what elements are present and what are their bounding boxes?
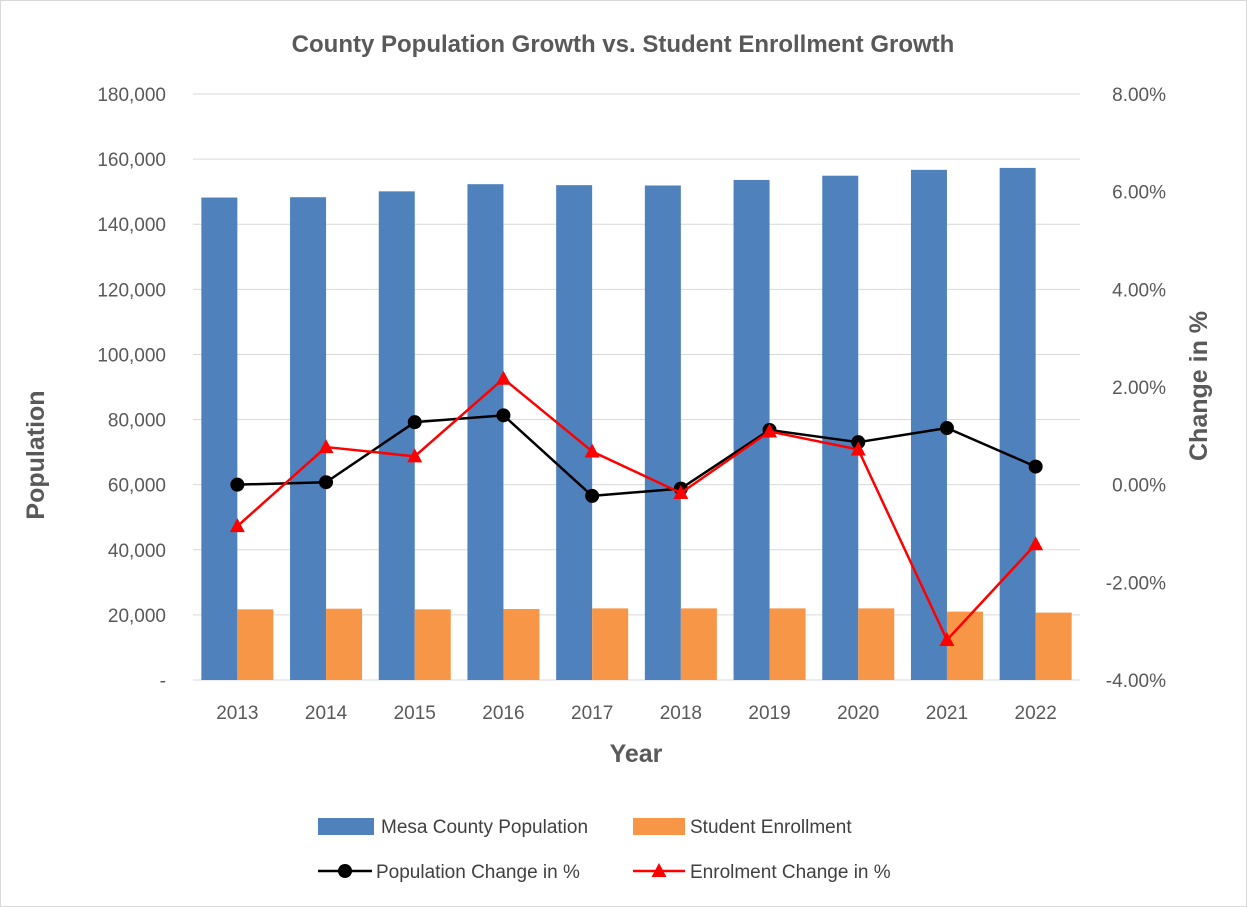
y2-axis-title: Change in %: [1185, 311, 1213, 461]
x-tick-label: 2022: [1015, 703, 1057, 724]
enrollment-bar: [237, 609, 274, 680]
x-tick-label: 2013: [216, 703, 258, 724]
x-axis-title: Year: [610, 740, 663, 768]
y2-axis-ticks: -4.00% -2.00% 0.00% 2.00% 4.00% 6.00% 8.00%: [1106, 85, 1166, 692]
enrollment-bar: [414, 609, 451, 680]
x-tick-label: 2015: [394, 703, 436, 724]
enrollment-bar: [503, 609, 540, 680]
y-tick-label: 40,000: [108, 541, 166, 562]
legend-label-enrollment: Student Enrollment: [690, 817, 852, 838]
population-bar: [290, 197, 327, 680]
y2-tick-label: -4.00%: [1106, 671, 1166, 692]
y-tick-label: 180,000: [97, 85, 166, 106]
lines: [229, 370, 1044, 646]
y2-tick-label: 2.00%: [1112, 378, 1166, 399]
legend-label-enrolment-change: Enrolment Change in %: [690, 862, 891, 883]
x-tick-label: 2021: [926, 703, 968, 724]
y-axis-ticks: - 20,000 40,000 60,000 80,000 100,000 120,000 1…: [97, 85, 166, 692]
legend-label-population: Mesa County Population: [381, 817, 588, 838]
x-tick-label: 2019: [748, 703, 790, 724]
population-change-point: [939, 421, 954, 436]
enrolment-change-point: [673, 484, 689, 499]
population-bar: [999, 167, 1036, 680]
enrolment-change-point: [407, 448, 423, 463]
legend-swatch-enrollment: [633, 818, 685, 835]
y-axis-title: Population: [22, 390, 50, 519]
enrollment-bar: [326, 608, 363, 680]
x-tick-label: 2018: [660, 703, 702, 724]
enrollment-bar: [858, 608, 895, 680]
y2-tick-label: 6.00%: [1112, 183, 1166, 204]
population-bar: [822, 175, 859, 680]
y-tick-label: 160,000: [97, 150, 166, 171]
y2-tick-label: 4.00%: [1112, 280, 1166, 301]
y2-tick-label: 0.00%: [1112, 476, 1166, 497]
enrolment-change-point: [229, 518, 245, 533]
population-change-point: [407, 415, 422, 430]
enrolment-change-point: [584, 443, 600, 458]
population-change-point: [496, 408, 511, 423]
enrolment-change-point: [318, 439, 334, 454]
y2-tick-label: 8.00%: [1112, 85, 1166, 106]
y-tick-label: 20,000: [108, 606, 166, 627]
enrollment-bar: [680, 608, 717, 680]
x-tick-label: 2014: [305, 703, 348, 724]
enrolment-change-point: [495, 370, 511, 385]
y-tick-label: 60,000: [108, 476, 166, 497]
enrollment-bar: [592, 608, 629, 680]
population-change-point: [230, 477, 245, 492]
x-axis-ticks: 2013 2014 2015 2016 2017 2018 2019 2020 2021 2022: [216, 703, 1057, 724]
population-bar: [644, 185, 681, 680]
y-tick-label: 120,000: [97, 280, 166, 301]
y-tick-label: 100,000: [97, 345, 166, 366]
y-tick-label: 80,000: [108, 411, 166, 432]
population-change-point: [1028, 459, 1043, 474]
population-bar: [467, 184, 504, 680]
legend-swatch-population: [318, 818, 374, 835]
enrollment-bar: [769, 608, 806, 680]
legend-marker-population-change: [338, 864, 352, 878]
enrolment-change-line: [236, 377, 1037, 642]
population-change-point: [319, 475, 334, 490]
legend: Mesa County Population Student Enrollment…: [318, 817, 891, 883]
population-bar: [201, 197, 238, 680]
x-tick-label: 2020: [837, 703, 879, 724]
y2-tick-label: -2.00%: [1106, 573, 1166, 594]
enrolment-change-point: [1028, 536, 1044, 551]
y-tick-label: 140,000: [97, 215, 166, 236]
population-change-point: [585, 488, 600, 503]
enrolment-change-point: [850, 441, 866, 456]
enrolment-change-point: [939, 631, 955, 646]
x-tick-label: 2016: [482, 703, 524, 724]
legend-label-population-change: Population Change in %: [376, 862, 580, 883]
x-tick-label: 2017: [571, 703, 613, 724]
enrolment-change-point: [762, 423, 778, 438]
y-tick-label: -: [160, 671, 166, 692]
population-bar: [556, 185, 593, 680]
legend-marker-enrolment-change: [651, 863, 667, 877]
enrollment-bar: [1035, 612, 1072, 680]
chart-title: County Population Growth vs. Student Enr…: [292, 31, 955, 58]
